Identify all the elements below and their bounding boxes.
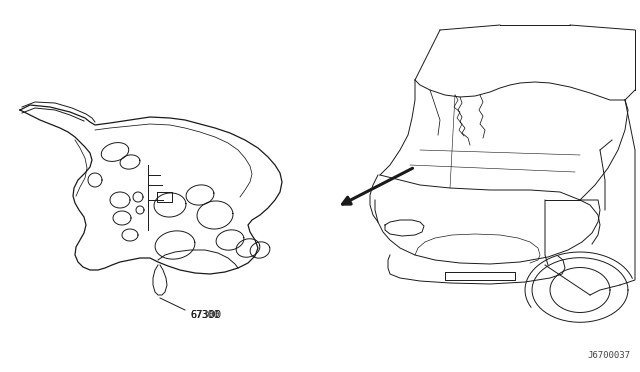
Text: 67300: 67300 [190, 310, 221, 320]
Text: 67300: 67300 [190, 310, 220, 320]
Text: J6700037: J6700037 [587, 350, 630, 359]
